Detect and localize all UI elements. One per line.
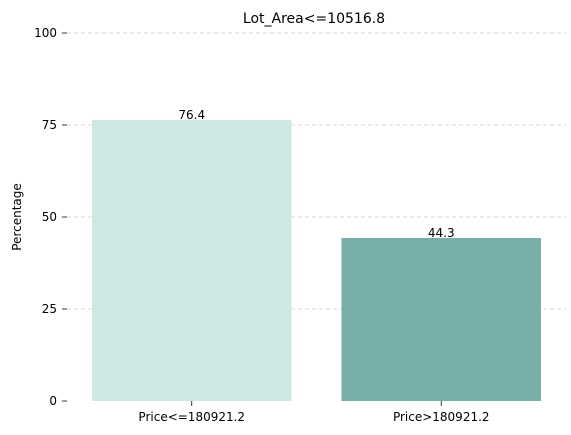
bar-value-label: 76.4	[178, 108, 205, 122]
bar	[91, 119, 292, 402]
y-axis-label: Percentage	[10, 183, 24, 251]
bars	[91, 119, 542, 402]
data-labels: 76.4 44.3	[178, 108, 454, 240]
y-tick-label: 50	[42, 210, 57, 224]
y-tick-label: 100	[34, 26, 57, 40]
bar	[341, 237, 542, 401]
y-axis: 0 25 50 75 100	[34, 26, 67, 408]
x-tick-label: Price>180921.2	[393, 410, 490, 424]
y-tick-label: 0	[49, 394, 57, 408]
chart-title: Lot_Area<=10516.8	[243, 11, 385, 27]
x-tick-label: Price<=180921.2	[138, 410, 245, 424]
y-tick-label: 75	[42, 118, 57, 132]
x-axis: Price<=180921.2 Price>180921.2	[138, 401, 490, 424]
bar-value-label: 44.3	[428, 226, 455, 240]
y-tick-label: 25	[42, 302, 57, 316]
